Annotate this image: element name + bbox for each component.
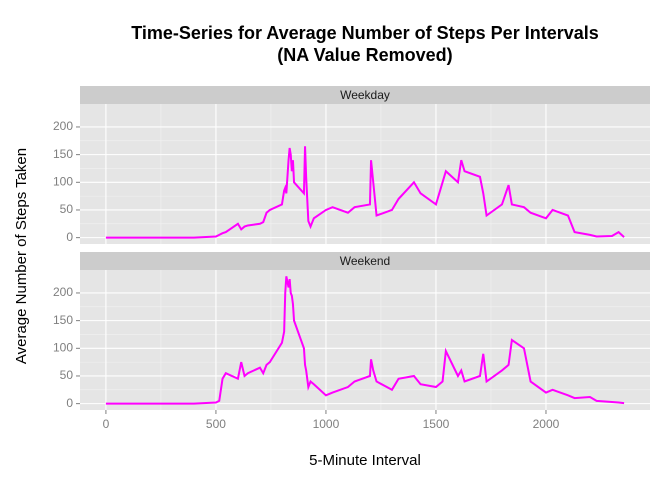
chart-title: Time-Series for Average Number of Steps … bbox=[131, 23, 599, 65]
data-line bbox=[105, 146, 625, 239]
x-tick-label: 1500 bbox=[423, 417, 450, 431]
strip bbox=[80, 86, 650, 104]
y-tick-label: 150 bbox=[53, 147, 73, 161]
data-line bbox=[105, 276, 625, 405]
y-tick-label: 0 bbox=[66, 396, 73, 410]
y-tick-label: 150 bbox=[53, 313, 73, 327]
title-line: (NA Value Removed) bbox=[277, 45, 452, 65]
y-tick-label: 100 bbox=[53, 174, 73, 188]
strip-label: Weekday bbox=[340, 88, 390, 102]
x-axis-label: 5-Minute Interval bbox=[309, 452, 421, 469]
y-tick-label: 200 bbox=[53, 285, 73, 299]
strip-label: Weekend bbox=[340, 254, 390, 268]
y-tick-label: 100 bbox=[53, 340, 73, 354]
y-axis-label: Average Number of Steps Taken bbox=[13, 148, 30, 364]
x-tick-label: 500 bbox=[206, 417, 226, 431]
x-tick-label: 1000 bbox=[313, 417, 340, 431]
panel bbox=[80, 104, 650, 244]
panel bbox=[80, 270, 650, 410]
y-tick-label: 0 bbox=[66, 230, 73, 244]
x-tick-label: 0 bbox=[103, 417, 110, 431]
y-tick-label: 50 bbox=[60, 202, 74, 216]
y-tick-label: 200 bbox=[53, 119, 73, 133]
y-tick-label: 50 bbox=[60, 368, 74, 382]
title-line: Time-Series for Average Number of Steps … bbox=[131, 23, 599, 43]
strip bbox=[80, 252, 650, 270]
x-tick-label: 2000 bbox=[533, 417, 560, 431]
